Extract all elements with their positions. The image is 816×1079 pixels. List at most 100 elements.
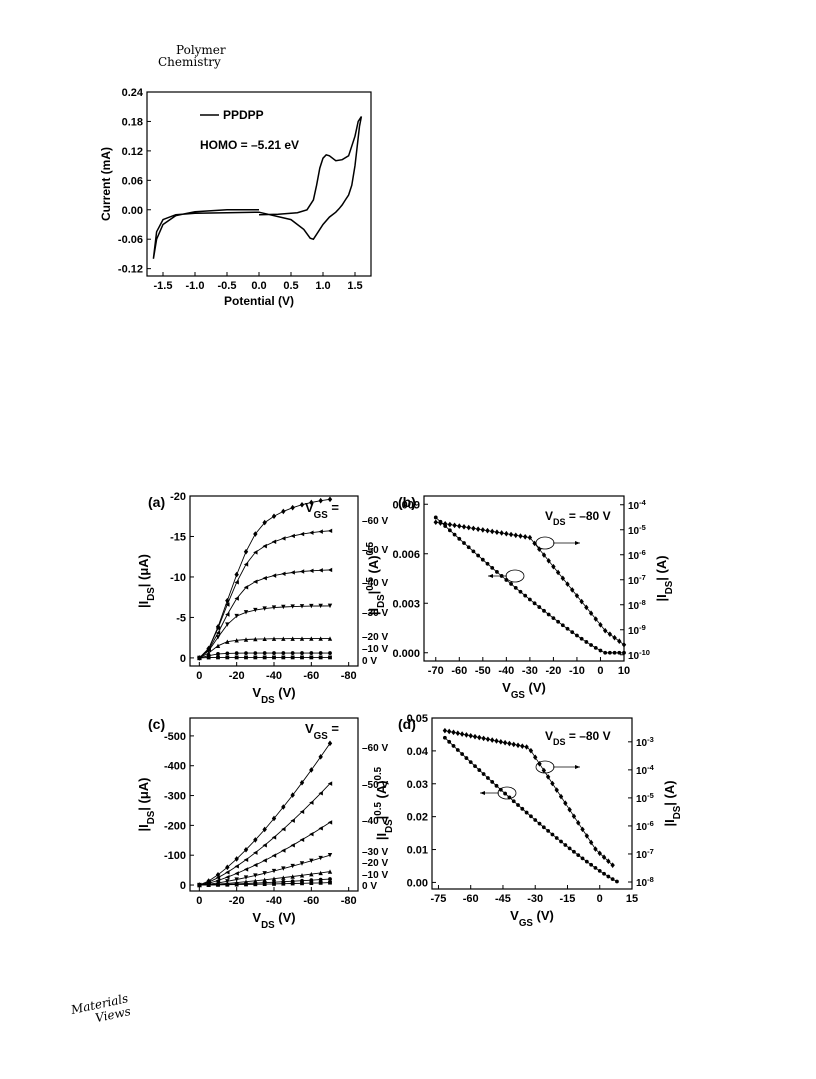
panel-a-point [234, 580, 239, 585]
panel-a-ylabel: |IDS| (μA) [136, 554, 157, 608]
panel-d-ytick-label-left: 0.00 [407, 877, 428, 889]
panel-a-point [215, 626, 221, 631]
panel-a-curve-2 [199, 569, 331, 659]
panel-b-xtick-label: -60 [451, 665, 467, 677]
panel-a-point [234, 613, 239, 619]
journal-name-line1: Polymer [176, 43, 226, 57]
panel-a-point [243, 610, 249, 615]
panel-d-log-point [472, 733, 478, 740]
cv-xtick-label: -1.5 [154, 280, 173, 292]
panel-d-log-point [520, 743, 525, 749]
panel-d-log-point [601, 854, 607, 861]
panel-a-point [215, 630, 221, 636]
panel-c-point [281, 804, 286, 810]
panel-c-series-label: 0 V [362, 881, 377, 892]
panel-a-ytick-label: 0 [180, 653, 186, 665]
panel-d-log-point [576, 820, 581, 826]
panel-a-point [234, 596, 239, 601]
panel-d-sqrt-point [443, 735, 447, 740]
panel-b-xtick-label: -70 [428, 665, 444, 677]
panel-a-ytick-label: -15 [170, 531, 186, 543]
panel-a-point [271, 539, 277, 544]
panel-b-sqrt-point [485, 561, 490, 566]
panel-c-ytick-label: 0 [180, 880, 186, 892]
panel-a-point [327, 528, 333, 534]
panel-b-log-point [527, 534, 533, 541]
panel-a-point [299, 501, 305, 508]
panel-a-xtick-label: -60 [303, 670, 319, 682]
panel-d-sqrt-point [477, 768, 482, 772]
panel-c-point [300, 881, 304, 886]
panel-c-point [234, 864, 239, 869]
panel-c-point [318, 880, 323, 885]
panel-b-sqrt-point [532, 601, 537, 606]
panel-a-point [281, 571, 286, 576]
panel-d-sqrt-point [511, 799, 516, 804]
cv-xtick-label: -1.0 [186, 280, 205, 292]
panel-a-point [299, 636, 305, 641]
panel-c-point [225, 864, 230, 871]
panel-c-point [290, 881, 295, 886]
panel-b-sqrt-point [466, 545, 471, 550]
panel-b-sqrt-point [462, 541, 466, 545]
panel-c-point [262, 826, 267, 833]
panel-d-log-point [580, 826, 585, 833]
panel-b-log-point [584, 604, 589, 611]
panel-a-point [253, 579, 258, 584]
panel-a-point [281, 636, 286, 641]
panel-c-point [262, 871, 267, 876]
panel-b-ellipse-sqrt [505, 569, 525, 583]
panel-b-xtick-label: -30 [522, 665, 538, 677]
panel-b-sqrt-point [537, 605, 542, 609]
panel-a-point [225, 622, 230, 627]
panel-d-log-curve [444, 730, 613, 866]
panel-c-point [262, 882, 267, 886]
panel-a-point [309, 568, 314, 574]
panel-d-xlabel: VGS (V) [510, 908, 554, 929]
panel-b-sqrt-point [509, 582, 513, 586]
panel-b-log-point [433, 519, 438, 526]
panel-a-point [216, 655, 220, 660]
panel-b-xtick-label: 10 [618, 665, 630, 677]
panel-b-ylabel-right: |IDS| (A) [654, 555, 675, 601]
cv-ytick-label: 0.06 [122, 175, 143, 187]
panel-d-log-point [498, 739, 504, 745]
panel-d-log-point [593, 846, 598, 852]
panel-b-frame [423, 495, 625, 662]
panel-b-log-point [471, 525, 476, 532]
panel-a-point [243, 562, 249, 567]
panel-b-ellipse-log [535, 536, 555, 550]
panel-d-log-point [485, 736, 491, 743]
panel-a-point [327, 496, 333, 503]
panel-d-log-point [447, 728, 452, 735]
panel-c-point [272, 882, 276, 886]
panel-d-sqrt-curve [444, 737, 618, 882]
panel-c-point [309, 871, 314, 877]
panel-d-sqrt-point [447, 739, 452, 744]
panel-d-sqrt-point [550, 832, 555, 837]
panel-d-sqrt-point [580, 856, 585, 861]
panel-a-point [327, 567, 333, 573]
panel-b-log-point [490, 528, 495, 535]
cv-ytick-label: 0.18 [122, 116, 143, 128]
panel-a-point [234, 638, 239, 643]
panel-b-sqrt-point [452, 532, 457, 537]
panel-c-xtick-label: -20 [229, 895, 245, 907]
panel-c-point [215, 875, 221, 880]
panel-c-xlabel: VDS (V) [252, 910, 295, 931]
panel-c-point [253, 882, 258, 887]
panel-c-ytick-label: -300 [164, 791, 186, 803]
panel-b-sqrt-point [513, 585, 518, 590]
panel-d-sqrt-point [602, 871, 606, 876]
panel-d-sqrt-point [541, 825, 546, 830]
panel-a-ytick-label: -10 [170, 572, 186, 584]
panel-d-ytick-label-right: 10-7 [636, 846, 654, 861]
panel-b-sqrt-point [457, 536, 462, 541]
panel-a-point [262, 543, 267, 549]
panel-c-legend-title: VGS = [305, 721, 339, 742]
panel-d-sqrt-point [572, 849, 576, 854]
panel-d-log-point [545, 774, 551, 780]
panel-b-log-point [607, 631, 613, 637]
panel-d-log-point [567, 806, 572, 813]
panel-a-point [300, 655, 304, 660]
